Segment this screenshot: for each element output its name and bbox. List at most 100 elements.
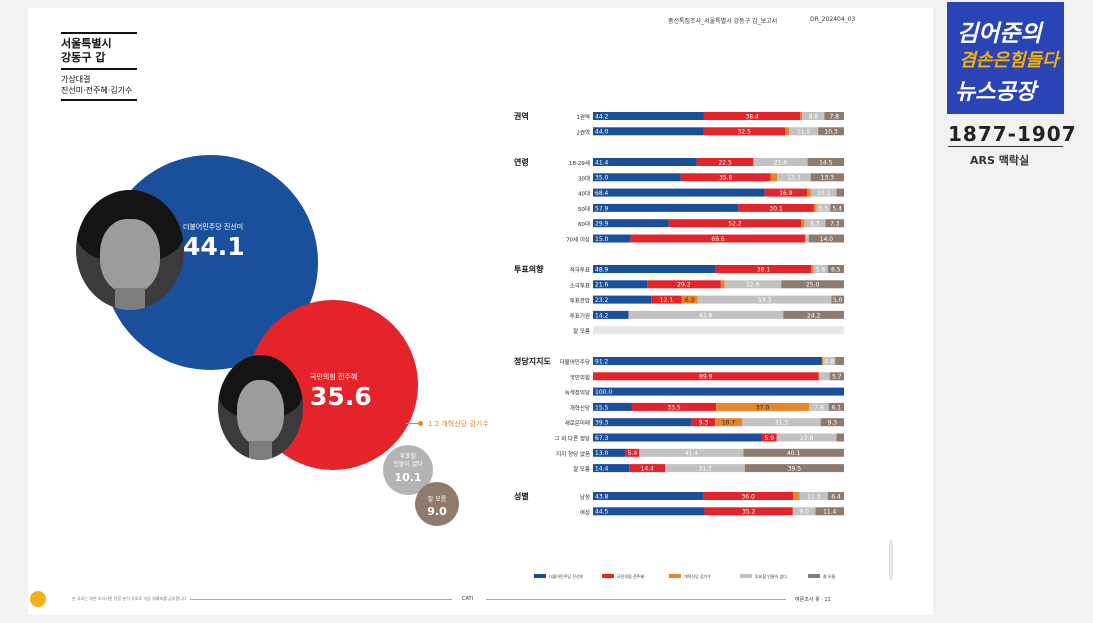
bar-value-label: 8.3 — [810, 221, 820, 228]
bar-value-label: 9.3 — [828, 420, 838, 427]
bar-segment — [593, 280, 648, 289]
bar-segment — [799, 492, 828, 500]
bar-value-label: 12.1 — [660, 297, 674, 304]
bar-value-label: 68.4 — [595, 190, 609, 197]
group-title: 정당지지도 — [514, 356, 551, 366]
bar-value-label: 41.4 — [595, 159, 609, 166]
bar-segment — [801, 219, 805, 228]
bar-segment — [836, 188, 844, 197]
row-label: 50대 — [578, 205, 590, 213]
bar-value-label: 14.5 — [819, 159, 833, 166]
bar-segment — [680, 173, 771, 182]
logo-line2: 겸손은힘들다 — [959, 50, 1059, 71]
legend-swatch — [740, 574, 752, 578]
bar-value-label: 39.3 — [595, 420, 609, 427]
bar-value-label: 16.9 — [779, 190, 793, 197]
portrait-neck — [248, 441, 273, 460]
bar-segment — [593, 492, 703, 500]
row-label: 그 외 다른 정당 — [554, 435, 590, 443]
bar-value-label: 6.4 — [831, 493, 841, 500]
row-label: 더불어민주당 — [560, 358, 590, 366]
bar-value-label: 7.8 — [829, 113, 839, 120]
bar-segment — [630, 234, 806, 243]
row-label: 70세 이상 — [566, 236, 590, 244]
bar-value-label: 6.3 — [685, 297, 695, 304]
bar-segment — [738, 203, 814, 212]
bar-segment — [593, 203, 739, 212]
bar-value-label: 44.2 — [595, 113, 609, 120]
candidate2-portrait — [218, 355, 303, 460]
bar-segment — [770, 173, 778, 182]
sun-logo-icon — [30, 591, 46, 607]
bar-segment — [819, 372, 830, 381]
footer-rule-left — [190, 599, 452, 600]
legend-label: 투표할 인물이 없다 — [755, 573, 787, 579]
row-label: 국민의힘 — [570, 373, 590, 381]
bar-segment — [593, 418, 692, 427]
portrait-neck — [114, 288, 146, 310]
bar-value-label: 5.0 — [833, 297, 843, 304]
legend-swatch — [534, 574, 546, 578]
bar-value-label: 38.4 — [745, 113, 759, 120]
bar-segment — [823, 357, 836, 365]
bar-segment — [691, 418, 716, 427]
bar-segment — [651, 295, 682, 304]
bar-value-label: 23.8 — [800, 435, 814, 442]
candidate2-label: 국민의힘 전주혜 — [310, 373, 358, 381]
bar-value-label: 8.8 — [809, 113, 819, 120]
bar-value-label: 57.9 — [595, 205, 609, 212]
bar-segment — [724, 280, 782, 289]
district-sub2: 진선미·전주혜·김기수 — [61, 86, 133, 95]
row-label: 2권역 — [576, 128, 590, 136]
footer-rule-right — [486, 599, 786, 600]
bar-segment — [811, 265, 814, 273]
row-label: 지지 정당 없음 — [556, 450, 590, 458]
footer-page: 여론조사 꽃 · 11 — [795, 597, 831, 603]
bar-segment — [703, 127, 786, 136]
bar-segment — [631, 402, 717, 411]
candidate3-leader-line — [406, 423, 418, 424]
portrait-face — [236, 380, 285, 446]
bar-segment — [741, 418, 821, 427]
row-label: 개혁신당 — [570, 404, 590, 412]
group-title: 연령 — [514, 157, 529, 167]
bar-value-label: 10.7 — [722, 420, 736, 427]
footer-method: CATI — [462, 596, 474, 602]
bar-segment — [753, 158, 808, 166]
title-rule-mid — [61, 68, 137, 70]
bar-value-label: 44.5 — [595, 509, 609, 516]
bar-value-label: 5.7 — [832, 374, 842, 381]
bar-value-label: 29.2 — [677, 282, 691, 289]
group-title: 투표의향 — [514, 264, 544, 274]
bar-segment — [593, 188, 765, 197]
bar-segment — [593, 219, 669, 228]
bar-segment — [743, 448, 844, 457]
bar-value-label: 5.9 — [765, 435, 775, 442]
bar-segment — [639, 448, 744, 457]
row-label: 여성 — [580, 508, 590, 516]
candidate1-value: 44.1 — [183, 232, 245, 261]
bar-value-label: 25.0 — [806, 282, 820, 289]
bar-segment — [824, 112, 844, 120]
bar-value-label: 89.9 — [699, 374, 713, 381]
none-value: 10.1 — [394, 471, 422, 484]
bar-segment — [625, 448, 640, 457]
bar-value-label: 5.4 — [832, 205, 842, 212]
bar-value-label: 41.4 — [685, 450, 699, 457]
side-watermark — [889, 540, 893, 580]
bar-segment — [781, 280, 844, 289]
group-title: 권역 — [514, 111, 529, 121]
bar-value-label: 9.0 — [799, 509, 809, 516]
bar-value-label: 29.9 — [595, 221, 609, 228]
bar-value-label: 53.3 — [758, 297, 772, 304]
bar-value-label: 7.8 — [814, 404, 824, 411]
bar-value-label: 11.3 — [807, 493, 821, 500]
bar-segment — [593, 295, 652, 304]
dontknow-label: 잘 모름 — [427, 496, 447, 503]
bar-segment — [665, 464, 745, 473]
row-label: 적극투표 — [570, 267, 590, 274]
title-rule-top — [61, 32, 137, 34]
bar-segment — [807, 188, 811, 197]
bar-segment — [593, 310, 629, 319]
district-line2: 강동구 갑 — [61, 51, 106, 64]
